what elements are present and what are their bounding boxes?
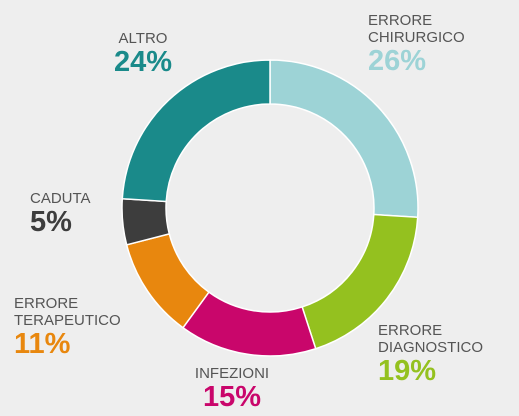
donut-segment xyxy=(269,59,419,219)
segment-label: ERRORE CHIRURGICO 26% xyxy=(368,12,488,76)
category-label: CADUTA xyxy=(30,190,91,207)
category-label: ALTRO xyxy=(118,30,168,47)
segment-label: CADUTA 5% xyxy=(30,190,120,237)
segment-label: INFEZIONI 15% xyxy=(172,365,292,412)
value-label: 19% xyxy=(378,355,437,387)
value-label: 15% xyxy=(202,381,262,413)
category-label: ERRORE CHIRURGICO xyxy=(368,12,465,46)
value-label: 11% xyxy=(14,328,71,360)
value-label: 24% xyxy=(113,46,173,78)
category-label: ERRORE TERAPEUTICO xyxy=(14,295,121,329)
donut-segment xyxy=(121,59,271,203)
segment-label: ERRORE TERAPEUTICO 11% xyxy=(14,295,144,359)
value-label: 5% xyxy=(30,206,72,238)
segment-label: ALTRO 24% xyxy=(88,30,198,77)
category-label: ERRORE DIAGNOSTICO xyxy=(378,322,484,356)
donut-segment xyxy=(181,291,317,357)
value-label: 26% xyxy=(368,45,427,77)
category-label: INFEZIONI xyxy=(194,365,270,382)
segment-label: ERRORE DIAGNOSTICO 19% xyxy=(378,322,518,386)
